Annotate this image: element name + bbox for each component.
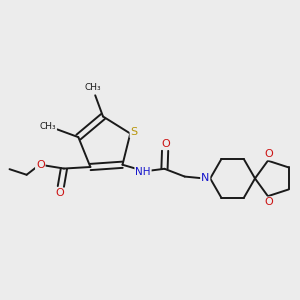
Text: O: O: [264, 149, 273, 160]
Text: CH₃: CH₃: [40, 122, 56, 131]
Text: O: O: [36, 160, 45, 170]
Text: O: O: [264, 197, 273, 207]
Text: S: S: [130, 127, 138, 137]
Text: N: N: [201, 173, 209, 183]
Text: O: O: [56, 188, 64, 198]
Text: CH₃: CH₃: [84, 83, 101, 92]
Text: O: O: [162, 139, 170, 149]
Text: NH: NH: [135, 167, 151, 177]
